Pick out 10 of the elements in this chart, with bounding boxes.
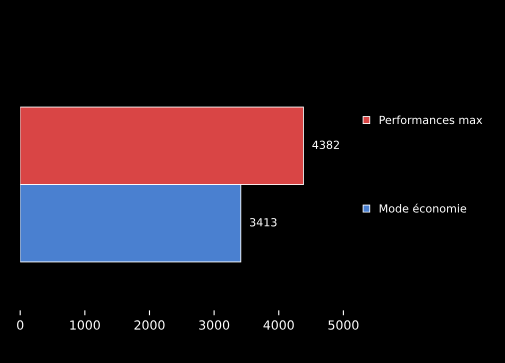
legend-label: Mode économie — [380, 204, 466, 213]
x-tick-label: 0 — [17, 320, 24, 330]
data-label: 3413 — [250, 218, 277, 226]
data-label: 4382 — [312, 140, 339, 150]
x-tick-label: 3000 — [199, 320, 230, 330]
x-tick-label: 5000 — [328, 320, 358, 330]
legend-label: Performances max — [380, 116, 482, 124]
x-tick-label: 4000 — [263, 320, 294, 330]
x-tick-label: 2000 — [134, 320, 165, 330]
x-tick-label: 1000 — [70, 320, 100, 330]
